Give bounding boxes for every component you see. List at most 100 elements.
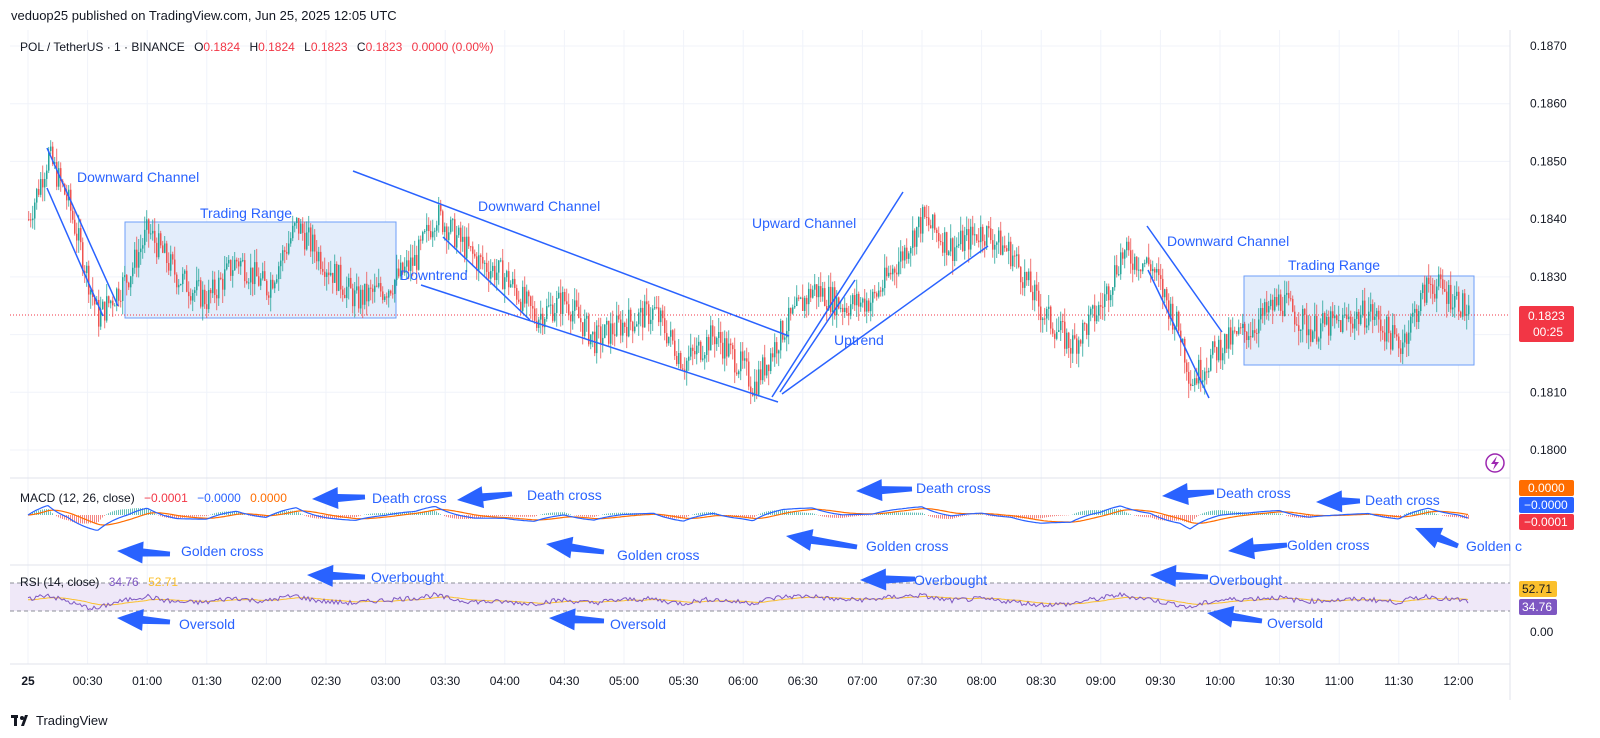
macd-histogram-bar xyxy=(264,515,265,518)
candle-body xyxy=(1152,268,1154,272)
candle-body xyxy=(342,289,344,295)
candle-body xyxy=(990,228,992,241)
macd-histogram-bar xyxy=(1102,510,1103,515)
macd-histogram-bar xyxy=(1086,510,1087,515)
candle-body xyxy=(204,289,206,305)
candle-body xyxy=(610,323,612,344)
candle-body xyxy=(356,286,358,291)
lightning-icon[interactable] xyxy=(1485,453,1505,473)
macd-histogram-bar xyxy=(520,515,521,517)
candle-body xyxy=(344,294,346,298)
macd-histogram-bar xyxy=(472,515,473,519)
candle-body xyxy=(1384,332,1386,342)
candle-body xyxy=(38,189,40,195)
candle-body xyxy=(1382,330,1384,333)
candle-body xyxy=(840,307,842,309)
macd-histogram-bar xyxy=(278,512,279,515)
candle-body xyxy=(1410,316,1412,333)
candle-body xyxy=(1404,333,1406,343)
macd-histogram-bar xyxy=(1200,514,1201,515)
macd-histogram-bar xyxy=(902,512,903,515)
candle-body xyxy=(1258,319,1260,334)
macd-histogram-bar xyxy=(214,513,215,515)
macd-hist-value: −0.0001 xyxy=(144,491,188,505)
time-axis[interactable]: 25 00:30 01:00 01:30 02:00 02:30 03:00 03:30 04:… xyxy=(21,674,1473,688)
candle-body xyxy=(696,345,698,355)
candle-body xyxy=(1354,318,1356,329)
candle-body xyxy=(114,305,116,307)
candle-body xyxy=(1212,341,1214,355)
candle-body xyxy=(88,265,90,295)
candle-body xyxy=(1098,305,1100,316)
macd-histogram-bar xyxy=(930,515,931,517)
candle-body xyxy=(998,230,1000,243)
candle-body xyxy=(1434,293,1436,299)
macd-histogram-bar xyxy=(158,515,159,516)
candle-body xyxy=(156,242,158,258)
macd-histogram-bar xyxy=(814,513,815,515)
candle-body xyxy=(1234,330,1236,332)
candle-body xyxy=(890,272,892,275)
candle-body xyxy=(884,267,886,289)
candle-body xyxy=(1468,305,1470,315)
candle-body xyxy=(810,288,812,298)
candle-body xyxy=(1304,308,1306,315)
candle-body xyxy=(186,270,188,292)
candle-body xyxy=(1456,291,1458,296)
macd-histogram-bar xyxy=(1386,515,1387,518)
macd-histogram-bar xyxy=(824,515,825,517)
macd-histogram-bar xyxy=(682,515,683,519)
macd-histogram-bar xyxy=(154,513,155,515)
candle-body xyxy=(1176,311,1178,327)
macd-histogram-bar xyxy=(1272,513,1273,515)
macd-histogram-bar xyxy=(1106,509,1107,515)
candle-body xyxy=(1166,289,1168,301)
candle-body xyxy=(166,243,168,264)
candle-body xyxy=(1018,254,1020,268)
candle-body xyxy=(1132,263,1134,270)
macd-histogram-bar xyxy=(1088,510,1089,515)
macd-histogram-bar xyxy=(890,512,891,515)
tradingview-brand: TradingView xyxy=(36,713,108,728)
annotation-arrow-icon xyxy=(1150,564,1209,587)
macd-histogram-bar xyxy=(1290,515,1291,517)
candle-body xyxy=(528,291,530,297)
tradingview-logo[interactable]: TradingView xyxy=(11,713,108,728)
macd-histogram-bar xyxy=(1282,514,1283,515)
candle-body xyxy=(856,293,858,306)
candle-body xyxy=(606,320,608,325)
macd-histogram-bar xyxy=(1154,515,1155,519)
candle-body xyxy=(108,296,110,304)
macd-histogram-bar xyxy=(1422,510,1423,515)
candle-body xyxy=(28,219,30,221)
candle-body xyxy=(1356,311,1358,319)
macd-histogram-bar xyxy=(586,515,587,517)
candle-body xyxy=(406,260,408,267)
annotation-arrow-icon xyxy=(1316,490,1361,513)
rsi-value: 34.76 xyxy=(109,575,139,589)
candle-body xyxy=(1090,308,1092,315)
candle-body xyxy=(1418,311,1420,322)
macd-histogram-bar xyxy=(568,513,569,515)
candle-body xyxy=(426,224,428,231)
candle-body xyxy=(1222,353,1224,361)
candle-body xyxy=(362,289,364,305)
macd-histogram-bar xyxy=(1170,515,1171,521)
macd-histogram-bar xyxy=(542,514,543,515)
macd-histogram-bar xyxy=(882,513,883,515)
candle-body xyxy=(732,345,734,350)
macd-histogram-bar xyxy=(848,515,849,518)
macd-histogram-bar xyxy=(616,512,617,515)
price-axis[interactable]: 0.18700.18600.18500.18400.18300.18200.18… xyxy=(1530,39,1567,457)
candle-body xyxy=(116,288,118,306)
candle-body xyxy=(658,307,660,323)
macd-histogram-bar xyxy=(554,512,555,515)
macd-histogram-bar xyxy=(1412,511,1413,515)
candle-body xyxy=(734,349,736,373)
macd-histogram-bar xyxy=(424,511,425,515)
low-label: L xyxy=(304,40,311,54)
candle-body xyxy=(818,286,820,298)
candle-body xyxy=(234,259,236,271)
macd-histogram-bar xyxy=(96,515,97,523)
